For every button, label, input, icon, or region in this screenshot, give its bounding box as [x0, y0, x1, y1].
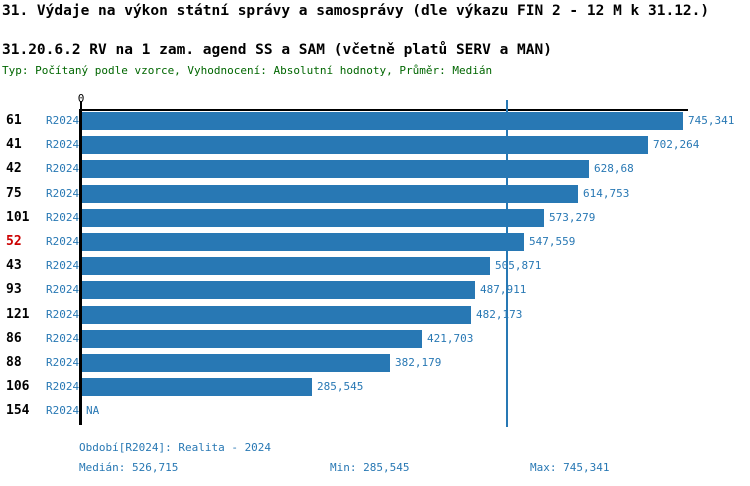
row-period-label: R2024 — [46, 210, 80, 224]
value-bar — [82, 136, 648, 155]
row-period-label: R2024 — [46, 356, 80, 369]
row-period-label: R2024 — [46, 259, 80, 273]
value-bar — [82, 378, 312, 397]
chart-row: 101 R2024 573,279 — [0, 208, 750, 232]
row-id-label: 154 — [6, 403, 30, 419]
row-period-label: R2024 — [46, 138, 80, 152]
row-id-label: 88 — [6, 355, 22, 370]
row-id-label: 43 — [6, 258, 22, 274]
row-period-label: R2024 — [46, 331, 80, 345]
chart-row: 154 R2024 NA — [0, 401, 750, 425]
chart-row: 61 R2024 745,341 — [0, 111, 750, 135]
row-id-label: 52 — [6, 234, 22, 249]
row-period-label: R2024 — [46, 235, 80, 248]
chart-row: 88 R2024 382,179 — [0, 353, 750, 377]
chart-row: 75 R2024 614,753 — [0, 184, 750, 208]
value-bar — [82, 281, 475, 300]
value-bar — [82, 184, 578, 203]
chart-row: 41 R2024 702,264 — [0, 135, 750, 159]
chart-row: 52 R2024 547,559 — [0, 232, 750, 256]
row-value-label: 573,279 — [549, 210, 596, 224]
row-value-label: 421,703 — [427, 331, 474, 345]
chart-row: 42 R2024 628,68 — [0, 159, 750, 183]
row-id-label: 101 — [6, 209, 30, 225]
value-bar — [82, 305, 471, 324]
value-bar — [82, 329, 422, 348]
row-value-label: NA — [86, 404, 100, 418]
row-value-label: 547,559 — [529, 235, 576, 248]
report-title: 31. Výdaje na výkon státní správy a samo… — [2, 3, 710, 19]
row-id-label: 42 — [6, 161, 22, 177]
axis-zero-label: 0 — [77, 92, 85, 105]
row-value-label: 482,173 — [476, 307, 523, 321]
row-id-label: 93 — [6, 282, 22, 298]
row-period-label: R2024 — [46, 307, 80, 321]
value-bar — [82, 160, 589, 179]
row-value-label: 487,911 — [480, 283, 527, 297]
row-id-label: 41 — [6, 137, 22, 153]
chart-row: 43 R2024 505,871 — [0, 256, 750, 280]
row-value-label: 702,264 — [653, 138, 700, 152]
value-bar — [82, 208, 544, 227]
row-period-label: R2024 — [46, 404, 80, 418]
footer-median: Medián: 526,715 — [79, 461, 179, 474]
axis-top-line — [80, 109, 688, 111]
chart-row: 121 R2024 482,173 — [0, 305, 750, 329]
row-value-label: 382,179 — [395, 356, 442, 369]
report-subtitle: 31.20.6.2 RV na 1 zam. agend SS a SAM (v… — [2, 42, 552, 58]
row-value-label: 745,341 — [688, 114, 735, 127]
row-period-label: R2024 — [46, 380, 80, 394]
chart-row: 106 R2024 285,545 — [0, 377, 750, 401]
row-id-label: 121 — [6, 306, 30, 322]
row-value-label: 285,545 — [317, 380, 364, 394]
row-id-label: 86 — [6, 330, 22, 346]
report-meta-line: Typ: Počítaný podle vzorce, Vyhodnocení:… — [2, 64, 493, 77]
value-bar — [82, 257, 490, 276]
row-value-label: 505,871 — [495, 259, 542, 273]
row-period-label: R2024 — [46, 186, 80, 200]
axis-left-line — [79, 109, 82, 425]
value-bar — [82, 354, 390, 372]
axis-zero-tick — [80, 101, 82, 110]
row-id-label: 75 — [6, 185, 22, 201]
row-period-label: R2024 — [46, 283, 80, 297]
chart-row: 93 R2024 487,911 — [0, 280, 750, 304]
footer-max: Max: 745,341 — [530, 461, 610, 474]
value-bar — [82, 233, 524, 251]
chart-row: 86 R2024 421,703 — [0, 329, 750, 353]
footer-period-info: Období[R2024]: Realita - 2024 — [79, 441, 272, 454]
row-period-label: R2024 — [46, 114, 80, 127]
row-period-label: R2024 — [46, 162, 80, 176]
median-line — [506, 100, 508, 427]
value-bar — [82, 112, 683, 130]
row-id-label: 61 — [6, 113, 22, 128]
row-id-label: 106 — [6, 379, 30, 395]
row-value-label: 628,68 — [594, 162, 634, 176]
row-value-label: 614,753 — [583, 186, 630, 200]
footer-min: Min: 285,545 — [330, 461, 410, 474]
